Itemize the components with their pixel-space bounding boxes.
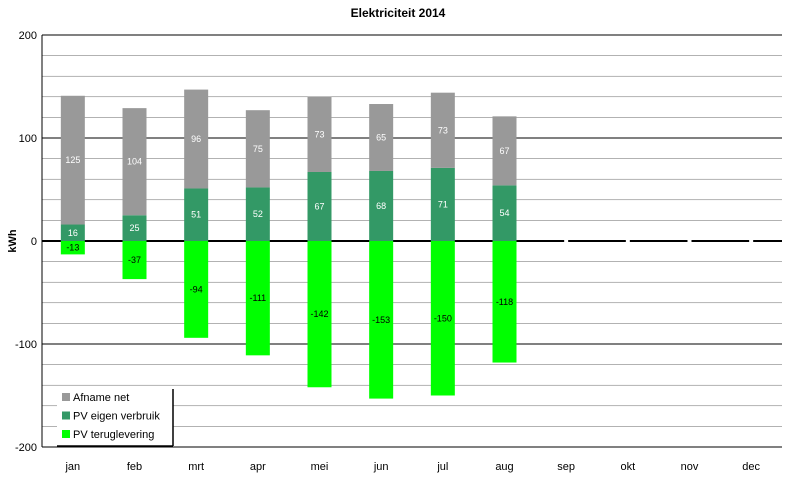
x-tick-label: aug (495, 461, 513, 473)
bar-pv-teruglevering (122, 241, 147, 280)
y-tick-label: 100 (19, 133, 37, 145)
data-label: 71 (438, 199, 448, 209)
y-tick-label: -200 (15, 442, 37, 454)
y-tick-label: -100 (15, 339, 37, 351)
bar-pv-eigen-verbruik (60, 224, 85, 241)
data-label: -94 (190, 284, 203, 294)
y-tick-label: 0 (31, 236, 37, 248)
bar-pv-eigen-verbruik (307, 171, 332, 241)
bar-pv-eigen-verbruik (122, 215, 147, 241)
bar-afname-net (307, 96, 332, 172)
empty-bar-marker (749, 240, 754, 242)
empty-bar-marker (687, 240, 692, 242)
data-label: -150 (434, 313, 452, 323)
x-tick-label: sep (557, 461, 575, 473)
data-label: 104 (127, 157, 142, 167)
y-tick-label: 200 (19, 30, 37, 42)
bar-pv-teruglevering (492, 241, 517, 363)
empty-bar-marker (625, 240, 630, 242)
bar-pv-teruglevering (60, 241, 85, 255)
data-label: 67 (499, 146, 509, 156)
x-tick-label: dec (742, 461, 760, 473)
x-tick-label: nov (681, 461, 699, 473)
x-tick-label: apr (250, 461, 266, 473)
bar-afname-net (369, 104, 394, 171)
data-label: -37 (128, 255, 141, 265)
data-label: 68 (376, 201, 386, 211)
data-label: 75 (253, 144, 263, 154)
data-label: -142 (310, 309, 328, 319)
data-labels: 16 125 -13 25 104 -37 51 96 -94 52 75 -111 67 73 -142 6… (65, 125, 513, 325)
bar-pv-eigen-verbruik (430, 167, 455, 241)
data-label: 54 (499, 208, 509, 218)
legend-label: PV teruglevering (73, 429, 154, 441)
legend: Afname net PV eigen verbruik PV teruglever… (57, 389, 174, 447)
bar-pv-teruglevering (369, 241, 394, 399)
legend-swatch (62, 393, 70, 401)
data-label: -118 (496, 297, 513, 307)
data-label: 25 (129, 223, 139, 233)
chart-title: Elektriciteit 2014 (351, 6, 446, 20)
x-tick-label: mrt (188, 461, 204, 473)
bar-afname-net (60, 95, 85, 225)
x-tick-label: feb (127, 461, 142, 473)
data-label: 51 (191, 210, 201, 220)
bar-pv-eigen-verbruik (492, 185, 517, 241)
legend-swatch (62, 430, 70, 438)
bar-pv-teruglevering (430, 241, 455, 396)
data-label: -13 (66, 243, 79, 253)
data-label: 16 (68, 228, 78, 238)
bar-pv-teruglevering (184, 241, 209, 338)
x-tick-labels: jan feb mrt apr mei jun jul aug sep okt nov dec (64, 461, 760, 473)
data-label: 125 (65, 155, 80, 165)
data-label: 65 (376, 132, 386, 142)
gridlines (41, 34, 782, 448)
bar-afname-net (122, 108, 147, 216)
data-label: 67 (314, 201, 324, 211)
bar-pv-eigen-verbruik (184, 188, 209, 241)
bar-afname-net (492, 116, 517, 186)
x-tick-label: jan (64, 461, 80, 473)
bar-afname-net (430, 92, 455, 168)
data-label: 52 (253, 209, 263, 219)
legend-swatch (62, 411, 70, 420)
bar-pv-teruglevering (307, 241, 332, 388)
empty-bar-marker (564, 240, 569, 242)
data-label: 73 (438, 125, 448, 135)
y-tick-labels: 200 100 0 -100 -200 (15, 30, 37, 454)
bar-pv-eigen-verbruik (245, 187, 270, 241)
data-label: -111 (249, 293, 266, 303)
data-label: -153 (372, 315, 390, 325)
bar-pv-eigen-verbruik (369, 170, 394, 241)
data-label: 73 (314, 129, 324, 139)
x-tick-label: okt (620, 461, 635, 473)
x-tick-label: jul (436, 461, 448, 473)
bar-afname-net (184, 89, 209, 189)
legend-label: PV eigen verbruik (73, 411, 160, 423)
bar-pv-teruglevering (245, 241, 270, 356)
y-axis-label: kWh (7, 229, 19, 253)
bars (60, 89, 754, 399)
legend-label: Afname net (73, 392, 129, 404)
bar-afname-net (245, 110, 270, 188)
x-tick-label: jun (373, 461, 389, 473)
data-label: 96 (191, 134, 201, 144)
legend-box (57, 389, 173, 445)
x-tick-label: mei (311, 461, 329, 473)
